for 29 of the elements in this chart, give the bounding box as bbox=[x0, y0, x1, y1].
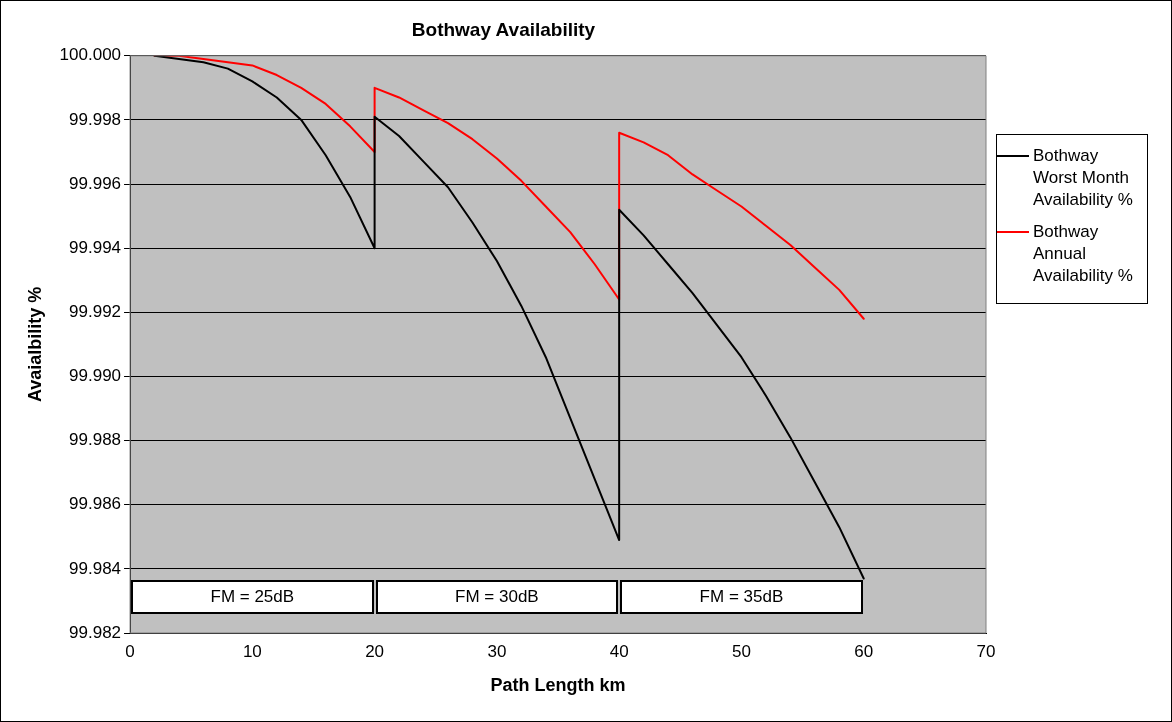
y-tick-label: 99.990 bbox=[69, 366, 122, 386]
annotation: FM = 30dB bbox=[455, 587, 539, 606]
x-tick-label: 60 bbox=[854, 641, 874, 661]
x-tick-label: 40 bbox=[609, 641, 629, 661]
annotation: FM = 35dB bbox=[699, 587, 784, 606]
y-tick-label: 99.998 bbox=[69, 109, 122, 129]
x-tick-label: 70 bbox=[976, 641, 996, 661]
y-tick-label: 99.982 bbox=[69, 622, 122, 642]
legend-label: Bothway Worst Month Availability % bbox=[1032, 145, 1134, 211]
y-tick-label: 99.994 bbox=[69, 237, 122, 257]
y-tick-label: 99.986 bbox=[69, 494, 122, 514]
y-tick-label: 99.996 bbox=[69, 173, 122, 193]
label-box: FM = 30dB bbox=[375, 580, 619, 614]
legend-label: Bothway Annual Availability % bbox=[1032, 221, 1134, 287]
chart-title: Bothway Availability bbox=[411, 18, 596, 40]
x-tick-label: 50 bbox=[731, 641, 751, 661]
x-tick-label: 30 bbox=[487, 641, 507, 661]
x-tick-label: 10 bbox=[242, 641, 262, 661]
y-tick-label: 99.992 bbox=[69, 302, 122, 322]
x-axis-title: Path Length km bbox=[490, 675, 626, 696]
y-tick-label: 99.984 bbox=[69, 558, 122, 578]
y-tick-label: 99.988 bbox=[69, 430, 122, 450]
label-box: FM = 35dB bbox=[620, 580, 863, 614]
y-tick-label: 100.000 bbox=[59, 45, 122, 65]
annotation: FM = 25dB bbox=[210, 587, 295, 606]
y-axis-title: Avaialbility % bbox=[24, 286, 45, 403]
x-tick-label: 0 bbox=[125, 641, 135, 661]
x-tick-label: 20 bbox=[365, 641, 385, 661]
label-box: FM = 25dB bbox=[131, 580, 374, 614]
